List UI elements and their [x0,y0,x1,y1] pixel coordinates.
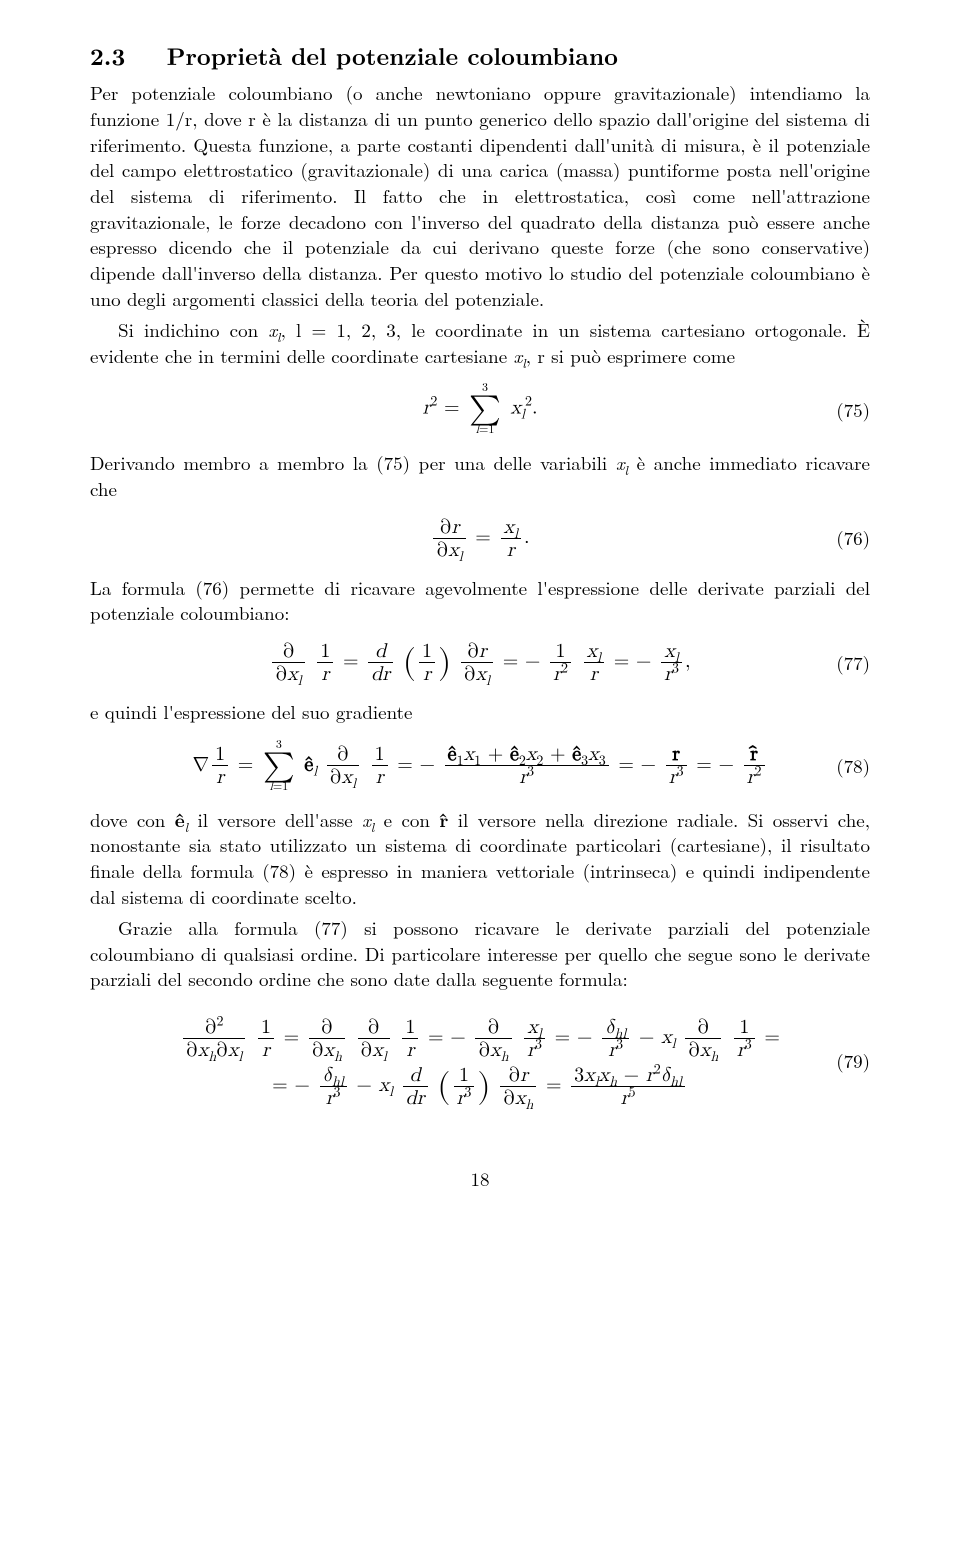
equation-77: ∂∂xl 1r = ddr (1r) ∂r∂xl = − 1r2 xlr = −… [90,640,870,685]
equation-79-body: ∂2∂xh∂xl 1r = ∂∂xh ∂∂xl 1r = − ∂∂xh xlr3… [180,1013,780,1109]
paragraph-7: Grazie alla formula (77) si possono rica… [90,915,870,992]
equation-77-number: (77) [836,650,870,676]
paragraph-6: dove con êl il versore dell'asse xl e co… [90,807,870,910]
section-heading: 2.3 Proprietà del potenziale coloumbiano [90,40,870,72]
equation-76-body: ∂r∂xl = xlr. [430,516,529,561]
paragraph-3: Derivando membro a membro la (75) per un… [90,450,870,501]
page-container: 2.3 Proprietà del potenziale coloumbiano… [0,0,960,1232]
equation-76: ∂r∂xl = xlr. (76) [90,516,870,561]
page-number: 18 [90,1166,870,1192]
equation-75-number: (75) [836,397,870,423]
equation-79: ∂2∂xh∂xl 1r = ∂∂xh ∂∂xl 1r = − ∂∂xh xlr3… [90,1006,870,1116]
section-number: 2.3 [90,39,125,73]
paragraph-5: e quindi l'espressione del suo gradiente [90,699,870,725]
equation-75: r2 = 3∑l=1 xl2. (75) [90,382,870,436]
paragraph-1: Per potenziale coloumbiano (o anche newt… [90,80,870,311]
equation-79-number: (79) [836,1048,870,1074]
equation-78: ∇1r = 3∑l=1 êl ∂∂xl 1r = − ê1x1 + ê2x2 +… [90,739,870,793]
paragraph-2: Si indichino con xl, l = 1, 2, 3, le coo… [90,317,870,368]
equation-78-number: (78) [836,753,870,779]
paragraph-4: La formula (76) permette di ricavare age… [90,575,870,626]
equation-76-number: (76) [836,525,870,551]
equation-75-body: r2 = 3∑l=1 xl2. [422,382,537,436]
equation-77-body: ∂∂xl 1r = ddr (1r) ∂r∂xl = − 1r2 xlr = −… [269,640,690,685]
section-title: Proprietà del potenziale coloumbiano [167,39,618,73]
equation-78-body: ∇1r = 3∑l=1 êl ∂∂xl 1r = − ê1x1 + ê2x2 +… [193,739,768,793]
